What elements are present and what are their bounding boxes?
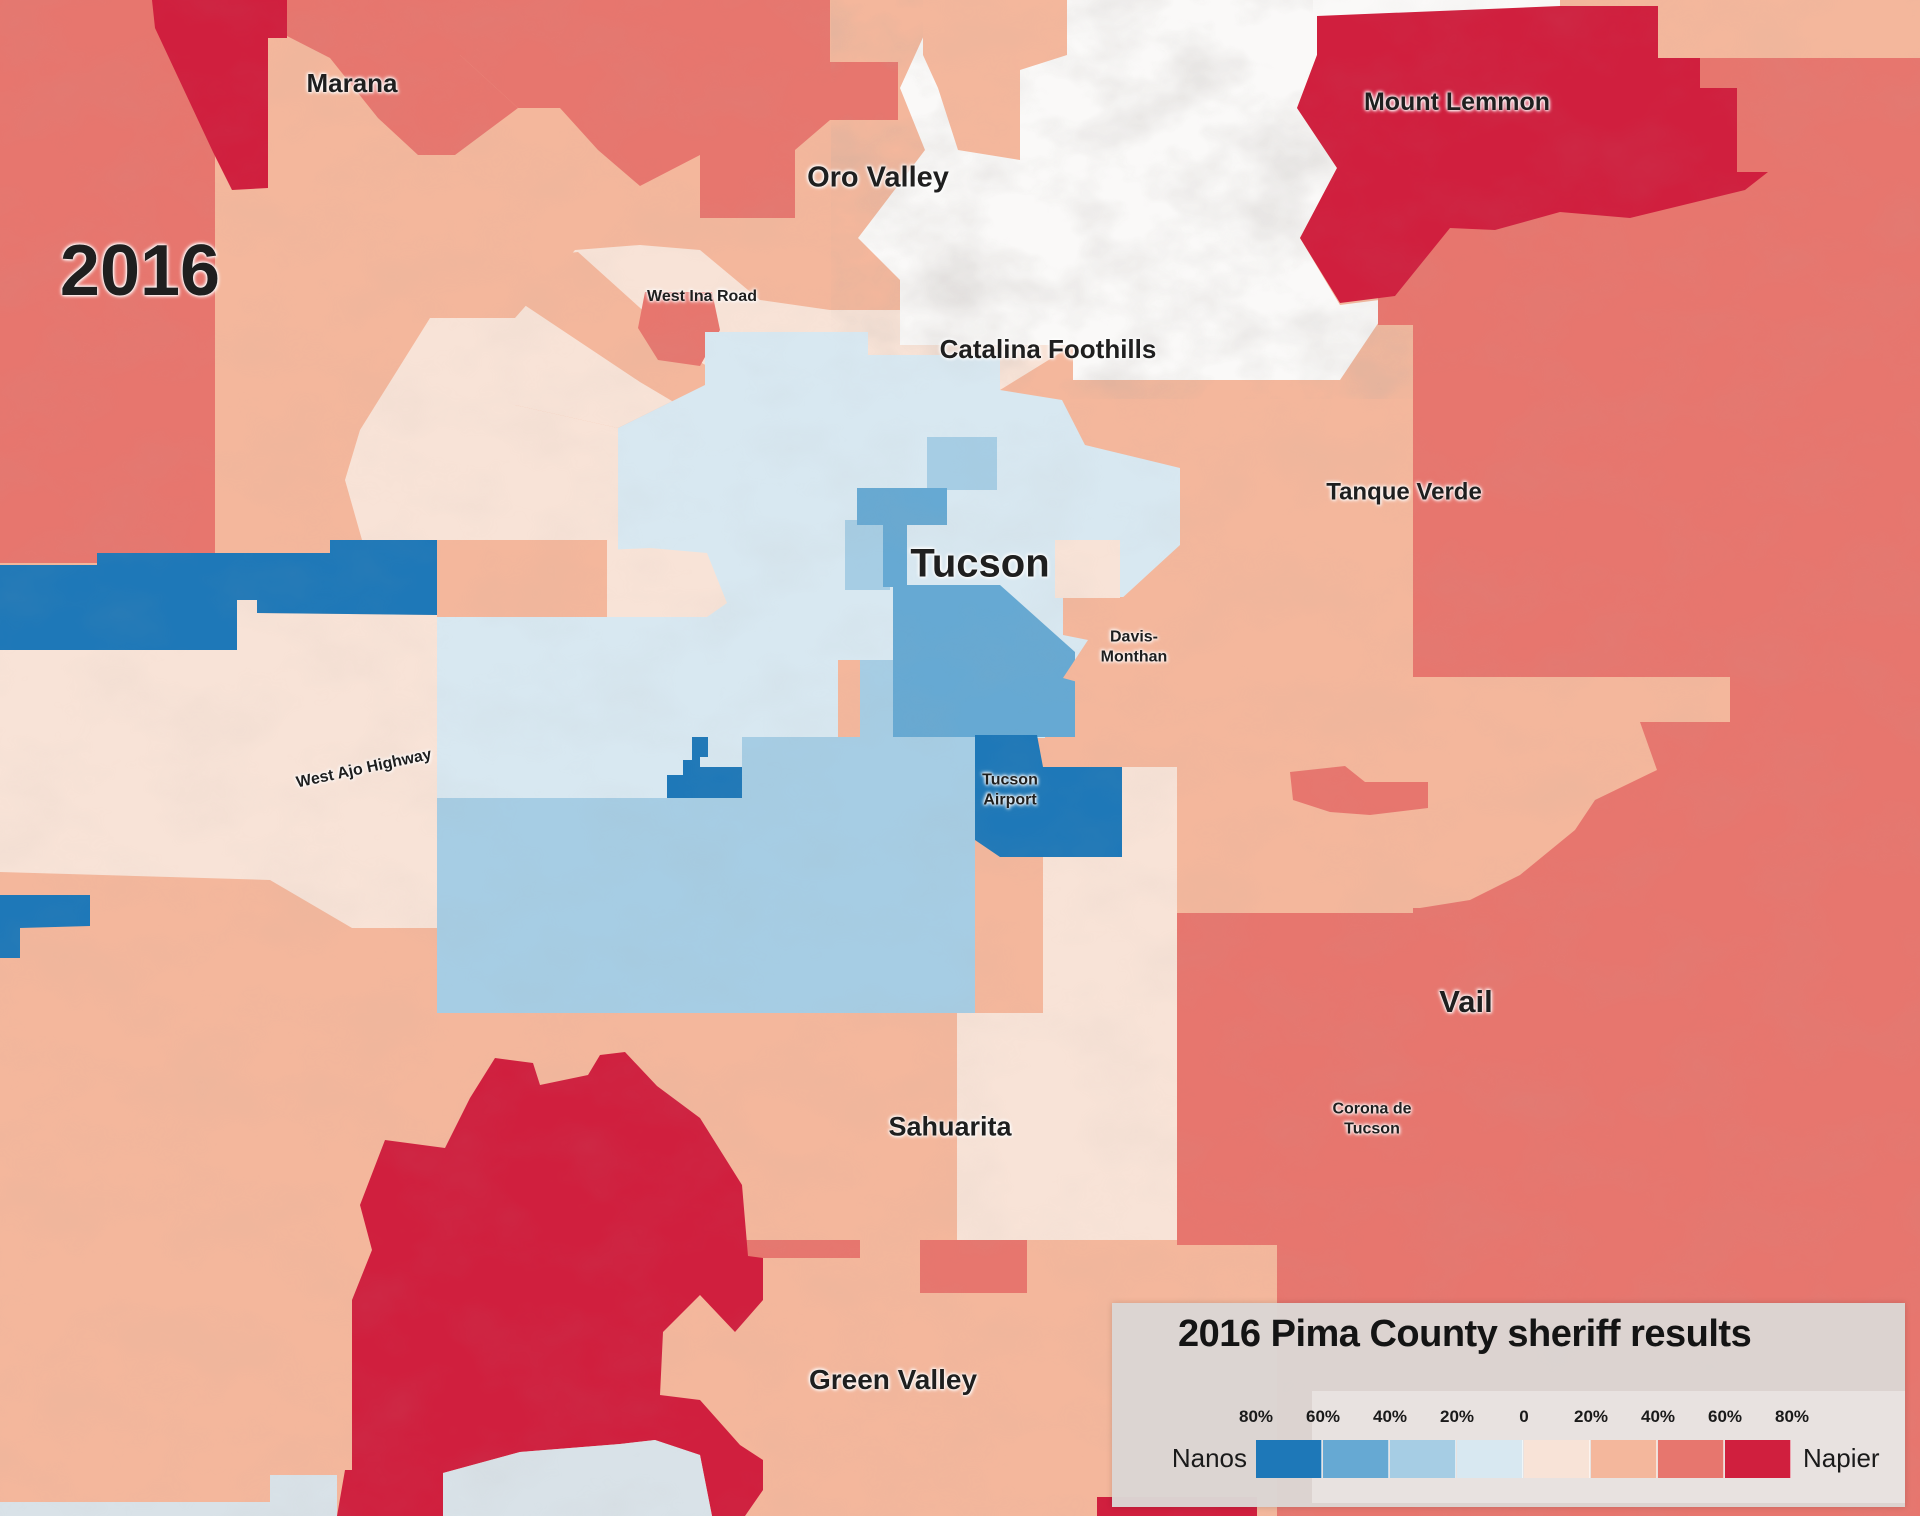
map-label-year: 2016 xyxy=(59,231,221,312)
map-label-mount-lemmon: Mount Lemmon xyxy=(1363,87,1551,116)
legend-candidate-nanos: Nanos xyxy=(1171,1443,1247,1473)
legend-tick-1: 60% xyxy=(1305,1407,1341,1426)
map-label-corona-de-tucson: Corona de Tucson xyxy=(1332,1100,1412,1137)
legend-tick-8: 80% xyxy=(1774,1407,1810,1426)
legend-swatch-nanos-20-40% xyxy=(1390,1440,1456,1478)
map-label-marana: Marana xyxy=(306,68,398,99)
map-label-sahuarita: Sahuarita xyxy=(888,1111,1012,1142)
map-label-green-valley: Green Valley xyxy=(808,1363,978,1395)
legend-swatch-napier-20-40% xyxy=(1591,1440,1657,1478)
map-label-oro-valley: Oro Valley xyxy=(807,161,949,194)
legend-tick-0: 80% xyxy=(1238,1407,1274,1426)
legend-tick-3: 20% xyxy=(1439,1407,1475,1426)
legend-panel: 2016 Pima County sheriff results Nanos N… xyxy=(1112,1303,1905,1507)
legend-tick-4: 0 xyxy=(1519,1407,1529,1426)
map-label-catalina-foothills: Catalina Foothills xyxy=(939,334,1157,365)
map-label-west-ina-road: West Ina Road xyxy=(647,288,757,306)
map-label-tucson-airport: Tucson Airport xyxy=(982,771,1038,808)
map-label-tanque-verde: Tanque Verde xyxy=(1326,478,1482,506)
map-label-davis-monthan: Davis- Monthan xyxy=(1100,628,1168,665)
legend-swatch-napier-60-80%+ xyxy=(1725,1440,1791,1478)
map-label-tucson: Tucson xyxy=(910,541,1050,586)
legend-swatch-nanos-0-20% xyxy=(1457,1440,1523,1478)
legend-swatch-napier-0-20% xyxy=(1524,1440,1590,1478)
legend-tick-6: 40% xyxy=(1640,1407,1676,1426)
legend-candidate-napier: Napier xyxy=(1803,1443,1880,1473)
legend-swatch-napier-40-60% xyxy=(1658,1440,1724,1478)
legend-swatch-nanos-60-80%+ xyxy=(1256,1440,1322,1478)
legend-tick-2: 40% xyxy=(1372,1407,1408,1426)
legend-tick-7: 60% xyxy=(1707,1407,1743,1426)
legend-swatch-nanos-40-60% xyxy=(1323,1440,1389,1478)
legend-tick-5: 20% xyxy=(1573,1407,1609,1426)
legend-title: 2016 Pima County sheriff results xyxy=(1178,1313,1752,1355)
map-label-vail: Vail xyxy=(1439,984,1493,1020)
